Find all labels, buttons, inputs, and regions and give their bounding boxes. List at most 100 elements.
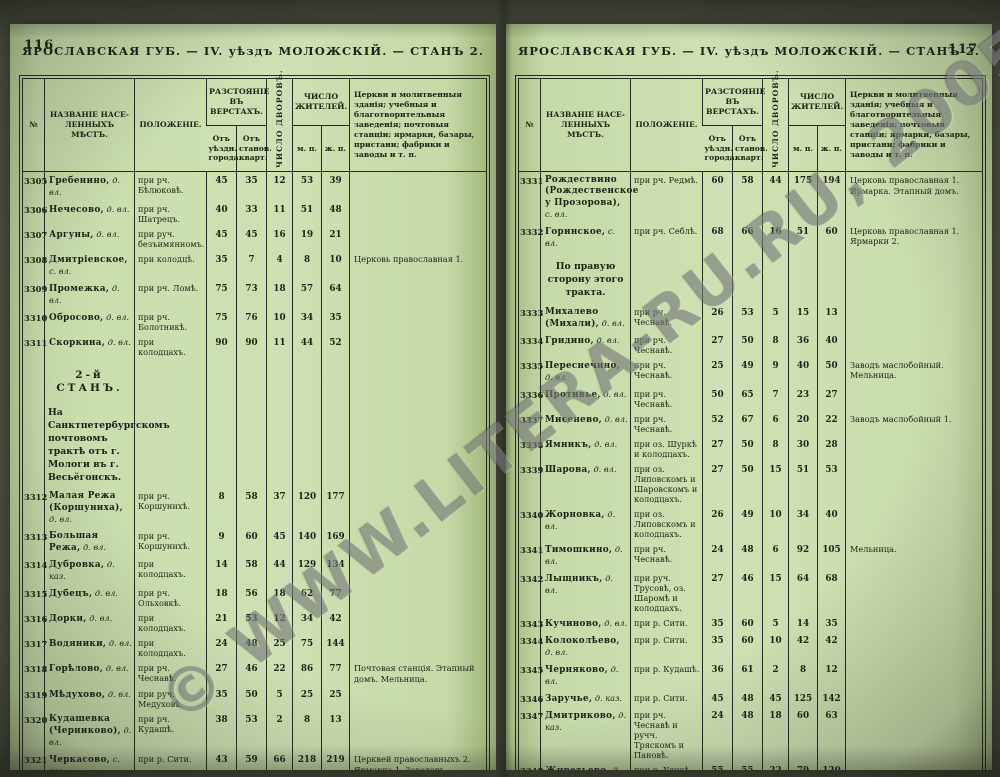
female-cell: 144 [320, 635, 350, 661]
female-cell [320, 400, 350, 489]
row-number-cell: 3313 [24, 532, 48, 543]
notes-cell [845, 331, 983, 357]
female-cell: 35 [320, 308, 350, 334]
notes-cell: Заводъ маслобойный 1. [845, 410, 983, 436]
settlement-name-cell: Горинское, с. вл. [540, 222, 631, 252]
male-cell: 36 [788, 331, 818, 357]
dist-uyezd-cell: 27 [702, 460, 733, 506]
settlement-name: Дубецъ, [49, 589, 93, 600]
location-cell: при рч. Болотникѣ. [134, 308, 207, 334]
settlement-name: Жорновка, [545, 509, 605, 520]
settlement-name-cell: Шарова, д. вл. [540, 460, 631, 506]
dist-stan-cell: 50 [732, 435, 763, 461]
female-cell: 42 [320, 610, 350, 636]
dist-uyezd-cell: 40 [206, 200, 237, 226]
female-cell: 10 [320, 250, 350, 280]
location-cell: при рч. Коршунихѣ. [134, 488, 207, 529]
col-header-from-stan: Отъ станов. кварт. [732, 125, 768, 172]
dist-uyezd-cell: 38 [206, 711, 237, 752]
settlement-name: Нечесово, [49, 204, 104, 215]
settlement-status: д. вл. [545, 646, 568, 657]
col-header-from-uyezd: Отъ уѣздн. города. [206, 125, 241, 172]
dist-stan-cell [732, 251, 763, 304]
female-cell: 120 [816, 761, 846, 770]
settlement-name-cell: Дубровка, д. каз. [44, 556, 135, 586]
settlement-name: Черняково, [545, 664, 608, 675]
location-cell: при рч. Чеснавѣ. [134, 660, 207, 687]
notes-cell: Мельница. [845, 540, 983, 570]
settlement-name: Переснечино, [545, 360, 620, 371]
settlement-name: Живетьево, [545, 766, 610, 770]
settlement-name: Противье, [545, 389, 601, 400]
settlement-status: д. вл. [612, 764, 621, 770]
location-cell: при рч. Коршунихѣ. [134, 528, 207, 557]
dist-stan-cell [236, 400, 267, 489]
col-header-position: ПОЛОЖЕНІЕ. [134, 78, 207, 172]
col-header-households: ЧИСЛО ДВОРОВЪ. [762, 69, 789, 172]
col-header-number: № [518, 78, 541, 172]
male-cell: 14 [788, 614, 818, 632]
dist-uyezd-cell: 35 [206, 686, 237, 712]
male-cell: 140 [292, 528, 322, 557]
settlements-table-wrap: № НАЗВАНІЕ НАСЕ- ЛЕННЫХЪ МѢСТЪ. ПОЛОЖЕНІ… [18, 69, 491, 770]
dist-uyezd-cell: 18 [206, 585, 237, 611]
running-title: ЯРОСЛАВСКАЯ ГУБ. — IV. уѣздъ МОЛОЖСКІЙ. … [518, 44, 980, 58]
households-cell: 37 [266, 488, 293, 529]
dist-stan-cell: 53 [236, 610, 267, 636]
settlement-status: д. вл. [106, 638, 132, 649]
dist-stan-cell: 58 [236, 556, 267, 586]
female-cell: 13 [816, 303, 846, 332]
male-cell [788, 251, 818, 304]
settlements-table: № НАЗВАНІЕ НАСЕ- ЛЕННЫХЪ МѢСТЪ. ПОЛОЖЕНІ… [514, 69, 987, 770]
table-row: 3305 Гребенино, д. вл. при рч. Бѣлюковѣ. 45… [23, 171, 487, 201]
table-body: 3305 Гребенино, д. вл. при рч. Бѣлюковѣ. 45… [23, 171, 487, 770]
table-row: 3307 Аргуны, д. вл. при руч. безъимянномъ.… [23, 225, 487, 251]
settlement-name-cell: Колоколѣево, д. вл. [540, 631, 631, 661]
page-number: 116 [24, 38, 55, 53]
row-number-cell: 3318 [24, 664, 48, 675]
households-cell: 4 [266, 250, 293, 280]
notes-cell [845, 251, 983, 304]
male-cell [292, 400, 322, 489]
households-cell: 25 [266, 635, 293, 661]
households-cell: 6 [762, 410, 789, 436]
settlement-status: с. вл. [545, 225, 616, 248]
dist-stan-cell [236, 358, 267, 401]
location-cell: при рч. Чеснавѣ. [630, 303, 703, 332]
female-cell: 28 [816, 435, 846, 461]
households-cell: 8 [762, 435, 789, 461]
notes-cell [349, 400, 487, 489]
female-cell: 68 [816, 569, 846, 615]
settlement-name-cell: Кудашевка (Черниково), д. вл. [44, 711, 135, 752]
dist-stan-cell: 58 [732, 171, 763, 223]
dist-stan-cell: 61 [732, 660, 763, 690]
settlement-name: Аргуны, [49, 229, 94, 240]
households-cell: 10 [762, 631, 789, 661]
notes-cell [349, 200, 487, 226]
female-cell: 194 [816, 171, 846, 223]
table-row: 3348Живетьево, д. вл.при р. Удикѣ.555522… [519, 761, 983, 770]
dist-stan-cell: 50 [236, 686, 267, 712]
dist-uyezd-cell: 75 [206, 308, 237, 334]
location-cell: при р. Сити. [134, 751, 207, 770]
running-title: ЯРОСЛАВСКАЯ ГУБ. — IV. уѣздъ МОЛОЖСКІЙ. … [22, 44, 484, 58]
table-row: 3346 Заручье, д. каз. при р. Сити. 45 48 45 12… [519, 689, 983, 707]
row-number-cell: 3348 [519, 762, 543, 770]
male-cell: 42 [788, 631, 818, 661]
female-cell: 42 [816, 631, 846, 661]
section-row: По правую сторону этого тракта. [519, 251, 983, 304]
settlement-name: Малая Режа (Коршуниха), [49, 491, 124, 514]
row-number-cell: 3315 [24, 589, 48, 600]
location-cell: при колодцахъ. [134, 333, 207, 359]
households-cell: 11 [266, 333, 293, 359]
table-row: 3313 Большая Режа, д. вл. при рч. Коршуних… [23, 528, 487, 557]
settlement-status: д. вл. [602, 413, 628, 424]
settlement-name-cell: Дмитріевское, с. вл. [44, 250, 135, 280]
settlement-name-cell: Живетьево, д. вл. [540, 761, 631, 770]
male-cell: 34 [292, 610, 322, 636]
table-row: 3335 Переснечино, д. вл. при рч. Чеснавѣ. 2… [519, 356, 983, 386]
notes-cell [845, 303, 983, 332]
settlement-name: Мѣдухово, [49, 690, 106, 701]
notes-cell [845, 706, 983, 762]
notes-cell [845, 460, 983, 506]
